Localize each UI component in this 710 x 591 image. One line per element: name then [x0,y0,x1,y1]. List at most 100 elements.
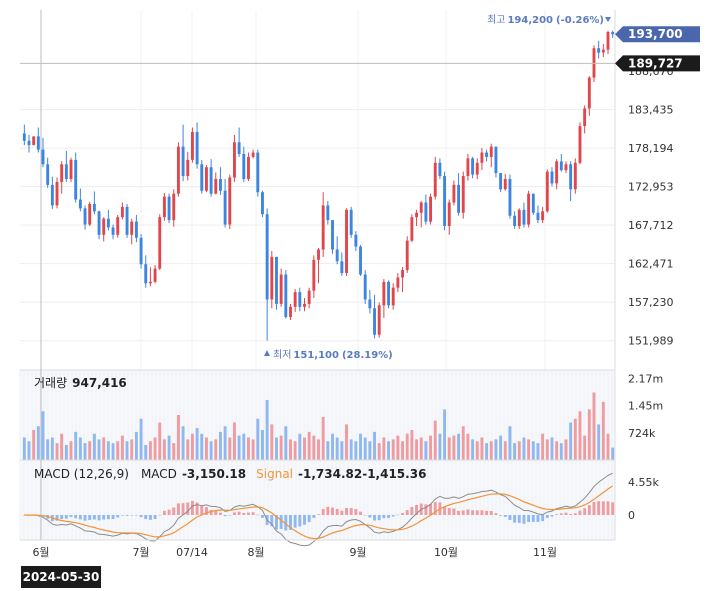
candle-body [60,164,64,182]
volume-bar [461,426,465,460]
candle-body [443,176,447,226]
macd-histogram-bar [275,515,278,530]
macd-histogram-bar [387,515,390,518]
candle-body [97,211,101,235]
x-tick-label: 7월 [132,546,149,559]
high-change: (-0.26%) [556,15,604,26]
macd-histogram-bar [354,509,358,515]
candle-body [499,173,503,190]
macd-histogram-bar [153,515,157,520]
volume-bar [354,441,358,460]
macd-histogram-bar [148,515,152,520]
macd-histogram-bar [536,515,540,522]
volume-bar [326,441,330,460]
candle-body [429,196,433,222]
candle-body [162,196,166,218]
volume-bar [373,431,376,460]
candle-body [190,131,194,160]
candle-body [466,158,470,177]
macd-histogram-bar [475,510,479,515]
volume-bar [218,431,222,460]
volume-bar [298,433,302,460]
volume-bar [261,430,264,460]
volume-bar [438,433,442,460]
volume-bar [331,433,334,460]
volume-bar [573,418,577,460]
volume-bar [270,424,274,460]
volume-bar [401,441,404,460]
volume-bar [22,437,26,460]
signal-line [24,485,614,540]
volume-bar [64,445,68,460]
macd-histogram-bar [195,502,199,515]
macd-histogram-bar [377,515,381,521]
volume-bar [167,435,171,460]
macd-histogram-bar [321,509,325,515]
candle-body [461,176,465,213]
candle-body [559,161,563,171]
macd-histogram-bar [55,515,59,521]
candle-body [55,181,59,206]
volume-bar [162,439,166,460]
macd-histogram-bar [601,501,605,515]
high-prefix: 최고 [487,14,505,26]
macd-histogram-bar [307,515,311,523]
candle-body [452,184,456,203]
volume-bar [158,422,162,460]
x-tick-label: 10월 [434,546,458,559]
candle-body [317,249,320,260]
candle-body [92,203,96,212]
volume-bar [190,433,194,460]
macd-histogram-bar [228,515,232,516]
candle-body [573,162,577,190]
macd-histogram-bar [312,515,316,518]
volume-bar [32,430,36,460]
candle-body [167,196,171,221]
volume-bar [27,441,31,460]
volume-bar [452,435,456,460]
macd-histogram-bar [508,515,512,521]
volume-bar [144,445,148,460]
macd-histogram-bar [293,515,297,528]
x-tick-label: 8월 [247,546,264,559]
candle-body [88,203,92,225]
macd-histogram-bar [172,507,176,515]
macd-histogram-bar [204,507,208,515]
volume-bar [279,435,283,460]
volume-label: 거래량 [34,376,67,390]
low-price-annotation: 최저 151,100 (28.19%) [273,349,393,361]
candle-body [214,178,218,194]
volume-bar [153,437,157,460]
volume-bar [382,437,386,460]
down-triangle-icon [605,17,611,22]
macd-histogram-bar [92,515,96,520]
volume-bar [209,441,213,460]
candle-body [606,32,610,50]
volume-tick-label: 1.45m [628,400,663,413]
candle-body [27,140,31,146]
x-tick-label: 07/14 [176,546,208,559]
candle-body [186,159,190,177]
macd-panel-label: MACD (12,26,9) MACD -3,150.18 Signal -1,734.… [34,467,426,481]
candle-body [50,184,54,206]
macd-histogram-bar [298,515,302,527]
macd-histogram-bar [349,508,353,515]
candle-body [125,206,129,235]
macd-histogram-bar [162,510,166,515]
volume-bar [513,443,517,460]
candle-body [419,202,423,213]
macd-histogram-bar [466,509,470,515]
candle-body [78,199,82,209]
volume-bar [303,437,306,460]
volume-bar [550,437,554,460]
candle-body [457,184,461,213]
macd-tick-label: 4.55k [628,476,659,489]
volume-bar [97,439,101,460]
volume-bar [265,400,269,460]
macd-histogram-bar [429,503,433,515]
macd-histogram-bar [410,506,414,515]
candle-body [289,306,292,318]
macd-histogram-bar [345,507,348,515]
volume-bar [527,439,531,460]
